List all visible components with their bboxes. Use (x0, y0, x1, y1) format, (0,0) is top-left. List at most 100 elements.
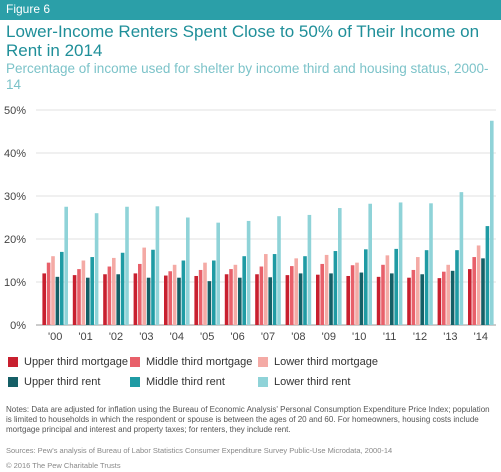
bar (424, 250, 429, 325)
x-tick-label: '13 (443, 331, 457, 343)
bar (151, 249, 155, 325)
bar (212, 260, 216, 325)
chart-legend: Upper third mortgage Middle third mortgag… (8, 356, 498, 388)
legend-swatch (258, 357, 268, 367)
bar (381, 264, 385, 325)
bar (51, 256, 55, 325)
bar (476, 245, 481, 325)
y-tick-label: 10% (4, 277, 26, 289)
bar (94, 213, 99, 325)
legend-swatch (130, 357, 140, 367)
legend-label: Middle third mortgage (146, 356, 253, 368)
bar (229, 269, 233, 325)
bar (294, 258, 298, 325)
x-tick-label: '01 (78, 331, 92, 343)
bar (64, 206, 68, 325)
x-tick-label: '10 (352, 331, 366, 343)
bar (355, 262, 359, 325)
figure-label: Figure 6 (6, 2, 51, 16)
x-tick-label: '05 (200, 331, 214, 343)
bar (259, 266, 264, 325)
bar (298, 273, 303, 325)
bar (255, 274, 259, 325)
bar (385, 255, 390, 325)
bar (359, 272, 364, 325)
bar (420, 274, 424, 325)
bar (86, 277, 90, 325)
bar (481, 258, 485, 325)
chart-title: Lower-Income Renters Spent Close to 50% … (6, 22, 480, 60)
bar (285, 275, 290, 325)
legend-item: Upper third mortgage (8, 356, 130, 368)
x-axis-ticks: '00 '01 '02 '03 '04 '05 '06 '07 '08 '09 '10 '11 '12 '… (48, 331, 488, 343)
bar (320, 263, 324, 325)
bar (116, 274, 120, 325)
bar (60, 251, 64, 325)
bar (398, 202, 403, 325)
chart-plot: 0%10%20%30%40%50% '00'01'02'03'04'05'06 '… (4, 105, 496, 343)
bar (446, 264, 450, 325)
bar (207, 281, 212, 325)
bar (376, 276, 381, 325)
bar (146, 277, 151, 325)
bar (142, 247, 146, 325)
bar (77, 269, 81, 325)
copyright: © 2016 The Pew Charitable Trusts (6, 461, 121, 470)
bar (290, 266, 294, 325)
bar (407, 277, 411, 325)
bar (120, 252, 125, 325)
legend-label: Middle third rent (146, 376, 225, 388)
x-tick-label: '08 (291, 331, 305, 343)
legend-label: Lower third mortgage (274, 356, 378, 368)
bar (364, 249, 368, 325)
chart-bars (42, 120, 494, 325)
bar (490, 120, 494, 325)
legend-swatch (130, 377, 140, 387)
bar (450, 270, 455, 325)
bar (177, 277, 181, 325)
legend-label: Upper third mortgage (24, 356, 128, 368)
legend-label: Lower third rent (274, 376, 351, 388)
x-tick-label: '02 (109, 331, 123, 343)
bar (485, 226, 490, 325)
legend-swatch (8, 357, 18, 367)
bar (172, 264, 177, 325)
bar (268, 277, 272, 325)
legend-swatch (8, 377, 18, 387)
bar (125, 206, 129, 325)
bar (155, 206, 160, 325)
bar (81, 260, 86, 325)
bar (233, 264, 238, 325)
bar (246, 220, 251, 325)
bar (277, 216, 281, 325)
legend-label: Upper third rent (24, 376, 101, 388)
bar (181, 260, 186, 325)
legend-item: Lower third mortgage (258, 356, 388, 368)
y-tick-label: 20% (4, 234, 26, 246)
bar (429, 203, 433, 325)
y-tick-label: 0% (10, 320, 26, 332)
bar (333, 251, 338, 325)
x-tick-label: '06 (230, 331, 244, 343)
bar (272, 254, 277, 325)
bar (416, 257, 420, 325)
legend-item: Upper third rent (8, 376, 130, 388)
bar (307, 214, 312, 325)
y-tick-label: 40% (4, 148, 26, 160)
x-tick-label: '11 (383, 331, 397, 343)
x-tick-label: '04 (170, 331, 184, 343)
bar (242, 256, 246, 325)
bar (90, 257, 94, 325)
bar (394, 248, 398, 325)
legend-item: Lower third rent (258, 376, 388, 388)
bar (164, 275, 168, 325)
legend-swatch (258, 377, 268, 387)
bar (472, 257, 476, 325)
bar (411, 269, 416, 325)
bar (112, 257, 116, 325)
legend-item: Middle third rent (130, 376, 258, 388)
bar (368, 203, 372, 325)
bar (303, 256, 307, 325)
x-tick-label: '09 (322, 331, 336, 343)
bar (459, 192, 464, 325)
